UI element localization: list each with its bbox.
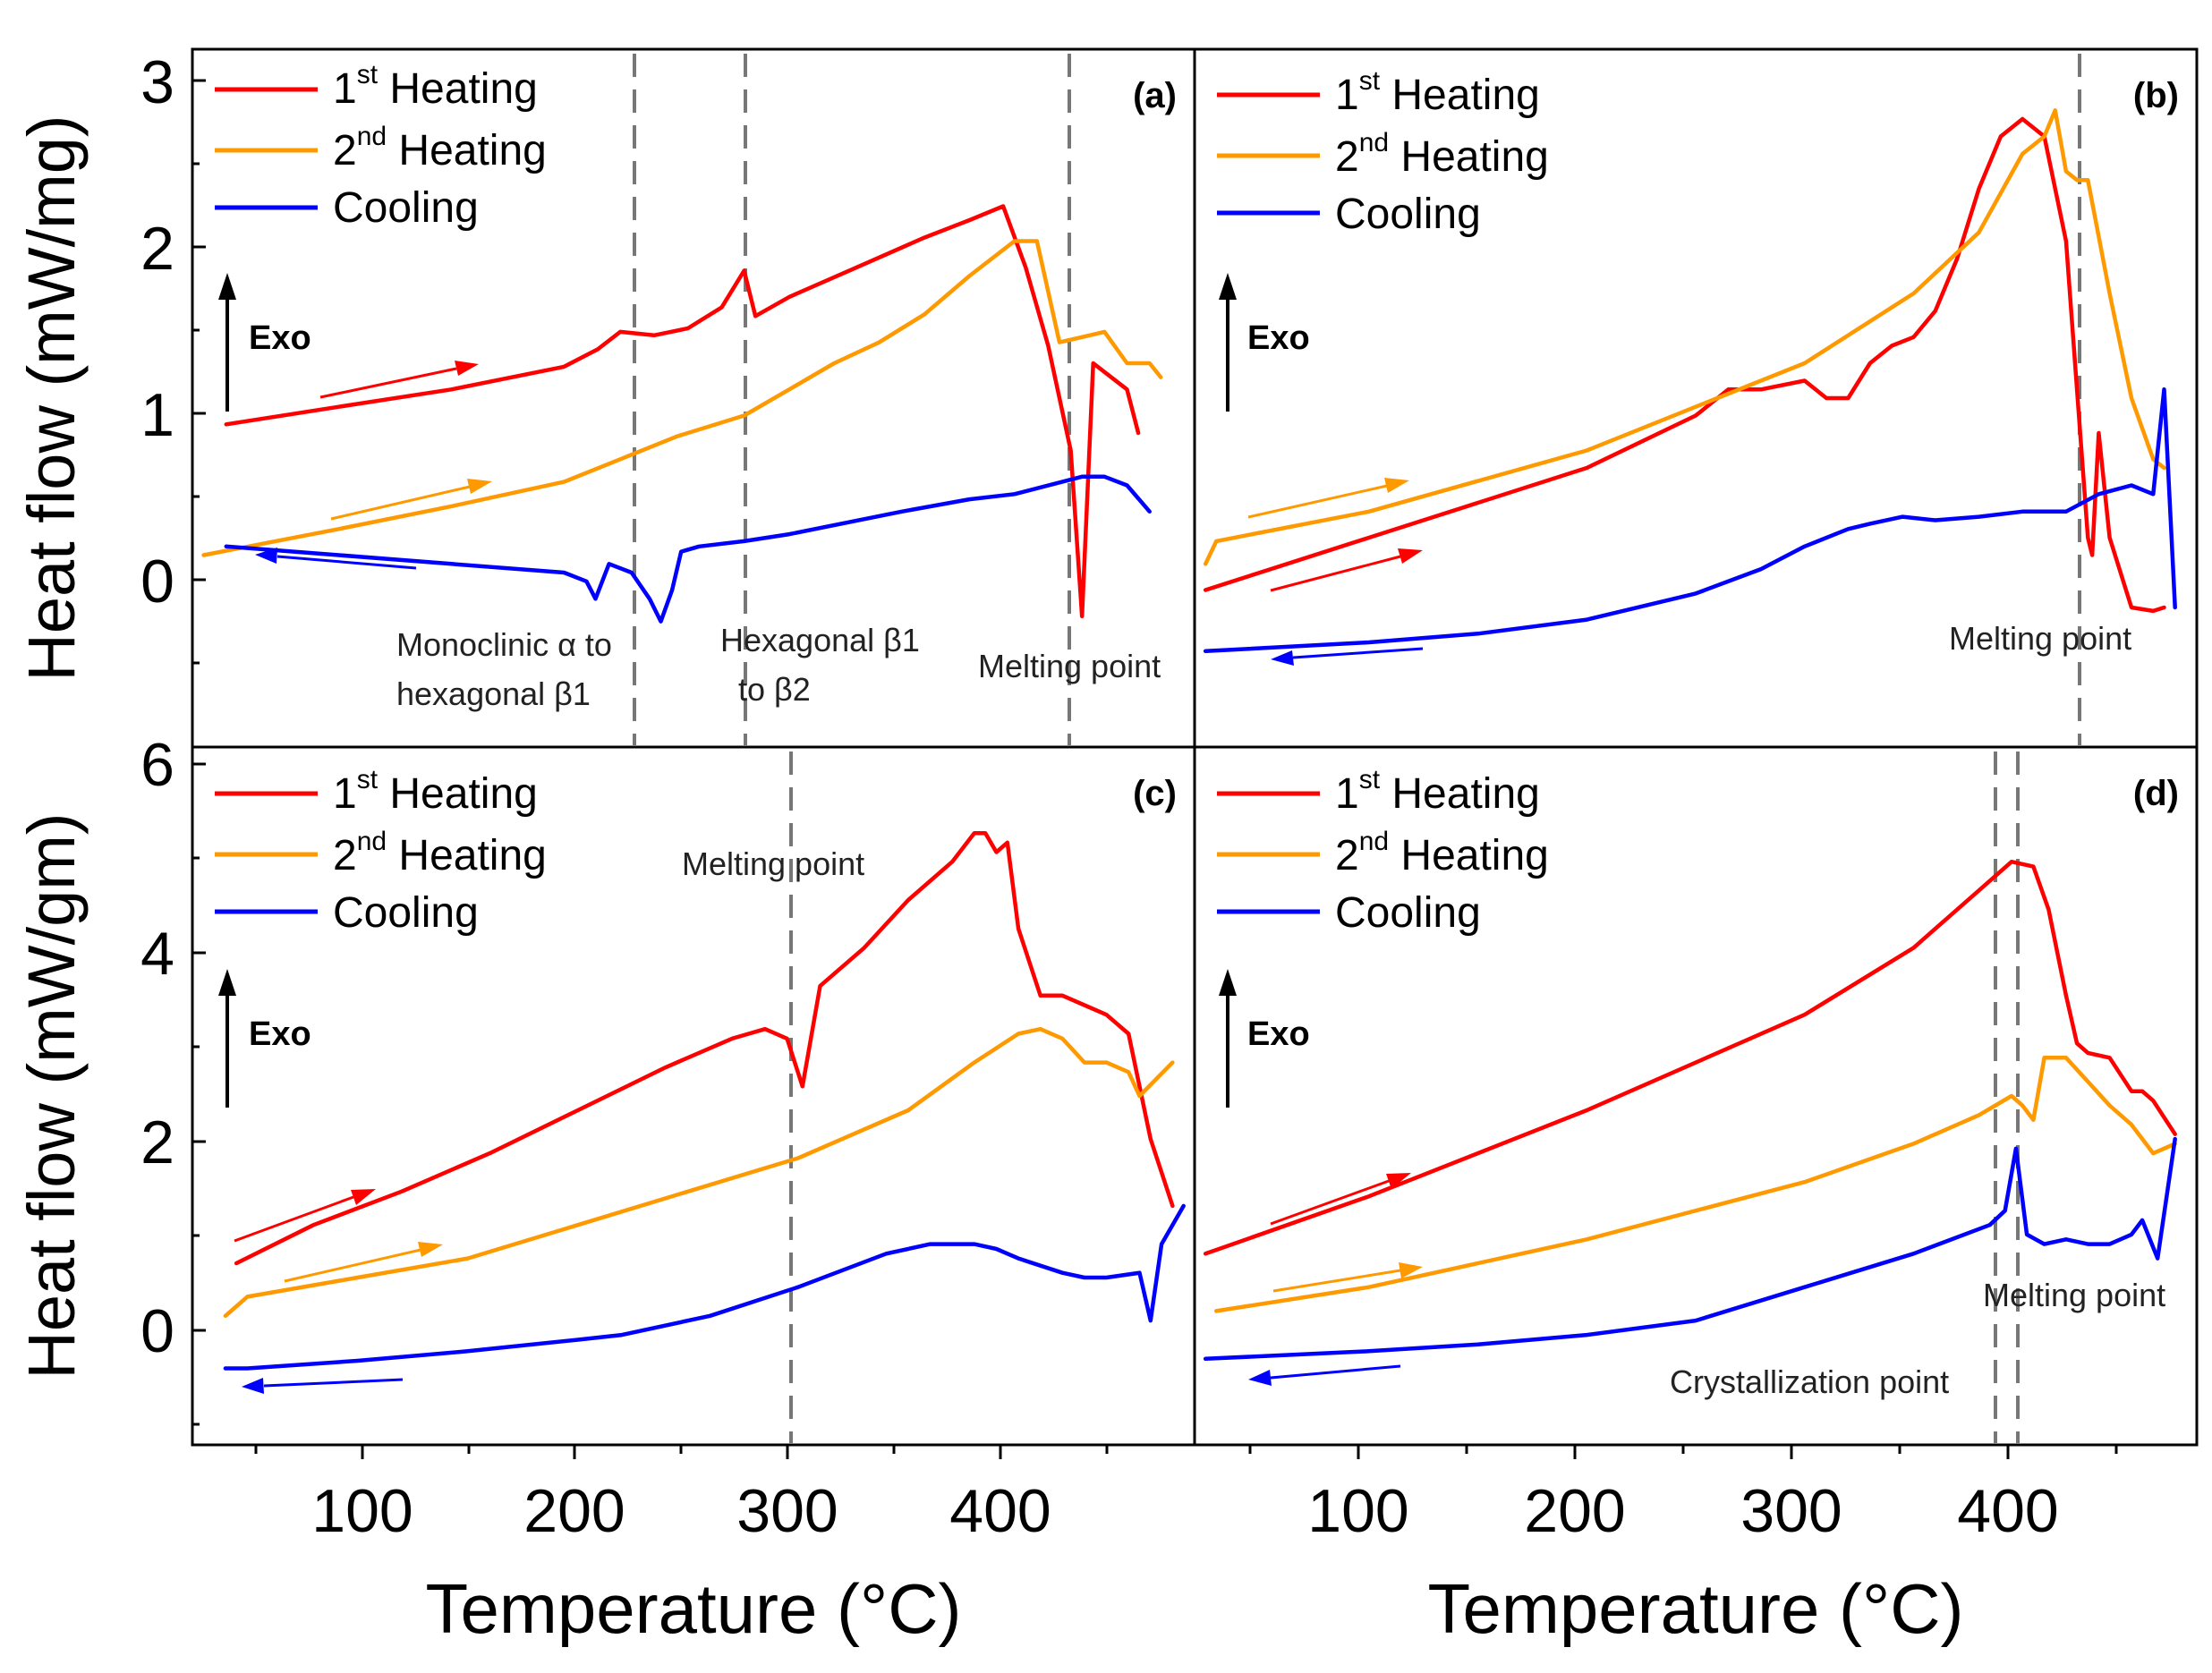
annotation-hexagonal-beta1: hexagonal β1: [396, 675, 591, 712]
legend-a: 1st Heating 2nd Heating Cooling: [215, 60, 547, 232]
y-tick-label: 0: [140, 1297, 174, 1365]
x-tick-label: 100: [1307, 1477, 1408, 1545]
series-d-heating2: [1214, 1056, 2177, 1313]
x-tick-label: 200: [1524, 1477, 1625, 1545]
y-axis-title-bottom: Heat flow (mW/gm): [14, 812, 89, 1379]
legend-heating2: 2nd Heating: [1335, 128, 1549, 181]
legend-d: 1st Heating 2nd Heating Cooling: [1217, 765, 1549, 937]
exo-indicator-a: Exo: [218, 273, 311, 412]
annotation-hexagonal-beta1-b: Hexagonal β1: [720, 622, 920, 658]
y-tick-label: 0: [140, 548, 174, 616]
y-tick-label: 3: [140, 48, 174, 116]
series-a-cooling: [224, 474, 1152, 624]
legend-heating2: 2nd Heating: [333, 122, 547, 174]
series-d-cooling: [1203, 1136, 2177, 1362]
x-tick-label: 400: [1957, 1477, 2058, 1545]
annotation-melting-a: Melting point: [978, 648, 1161, 684]
exo-label: Exo: [1247, 1015, 1310, 1053]
x-tick-label: 200: [523, 1477, 625, 1545]
legend-heating2: 2nd Heating: [1335, 827, 1549, 879]
x-tick-label: 300: [736, 1477, 838, 1545]
tick-marks: [192, 79, 2118, 1459]
series-d-heating1: [1203, 859, 2177, 1256]
panel-label-b: (b): [2133, 76, 2179, 115]
panel-label-c: (c): [1133, 774, 1177, 813]
legend-b: 1st Heating 2nd Heating Cooling: [1217, 66, 1549, 238]
annotation-monoclinic: Monoclinic α to: [396, 626, 612, 663]
legend-cooling: Cooling: [1335, 889, 1481, 937]
legend-cooling: Cooling: [1335, 191, 1481, 238]
panel-label-a: (a): [1133, 76, 1177, 115]
legend-cooling: Cooling: [333, 889, 479, 937]
y-axis-title-top: Heat flow (mW/mg): [14, 115, 89, 681]
annotation-crystallization-d: Crystallization point: [1670, 1363, 1949, 1400]
y-tick-label: 6: [140, 731, 174, 799]
y-tick-label: 2: [140, 215, 174, 283]
exo-label: Exo: [249, 1015, 311, 1053]
legend-heating1: 1st Heating: [333, 765, 538, 818]
x-tick-label: 400: [949, 1477, 1051, 1545]
legend-c: 1st Heating 2nd Heating Cooling: [215, 765, 547, 937]
series-b-heating2: [1203, 108, 2166, 566]
y-tick-label: 2: [140, 1108, 174, 1176]
direction-arrows: [234, 361, 1424, 1394]
series-c-cooling: [223, 1203, 1186, 1371]
legend-heating1: 1st Heating: [1335, 765, 1540, 818]
panel-d-frame: [1193, 745, 2199, 1447]
exo-indicator-d: Exo: [1219, 969, 1310, 1108]
series-c-heating1: [234, 830, 1175, 1266]
legend-heating2: 2nd Heating: [333, 827, 547, 879]
x-tick-label: 100: [311, 1477, 413, 1545]
y-tick-label: 1: [140, 381, 174, 449]
series-b-cooling: [1203, 387, 2177, 654]
exo-indicator-b: Exo: [1219, 273, 1310, 412]
annotation-melting-c: Melting point: [682, 845, 864, 882]
x-tick-label: 300: [1740, 1477, 1842, 1545]
series-c-heating2: [223, 1026, 1175, 1319]
legend-heating1: 1st Heating: [1335, 66, 1540, 119]
annotation-melting-d: Melting point: [1983, 1277, 2165, 1313]
y-tick-label: 4: [140, 920, 174, 988]
x-axis-title-right: Temperature (°C): [1427, 1569, 1963, 1648]
annotation-melting-b: Melting point: [1949, 620, 2131, 657]
exo-indicator-c: Exo: [218, 969, 311, 1108]
exo-label: Exo: [249, 319, 311, 357]
legend-heating1: 1st Heating: [333, 60, 538, 113]
series-a-heating1: [224, 204, 1141, 619]
annotation-to-beta2: to β2: [738, 671, 811, 708]
panel-label-d: (d): [2133, 774, 2179, 813]
x-axis-title-left: Temperature (°C): [425, 1569, 961, 1648]
legend-cooling: Cooling: [333, 184, 479, 232]
series-a-heating2: [201, 239, 1163, 557]
exo-label: Exo: [1247, 319, 1310, 357]
